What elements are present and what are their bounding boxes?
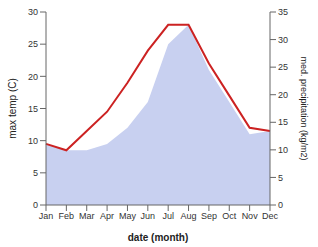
svg-text:20: 20 — [278, 90, 288, 100]
svg-text:Aug: Aug — [181, 211, 197, 221]
svg-text:10: 10 — [278, 145, 288, 155]
svg-text:Feb: Feb — [59, 211, 75, 221]
svg-text:5: 5 — [33, 168, 38, 178]
svg-text:15: 15 — [28, 104, 38, 114]
svg-text:5: 5 — [278, 173, 283, 183]
svg-text:max temp (C): max temp (C) — [8, 78, 18, 139]
svg-text:30: 30 — [278, 35, 288, 45]
svg-text:Sep: Sep — [201, 211, 217, 221]
svg-text:0: 0 — [278, 200, 283, 210]
svg-text:0: 0 — [33, 200, 38, 210]
svg-text:Jul: Jul — [162, 211, 174, 221]
svg-text:25: 25 — [28, 39, 38, 49]
svg-text:Jan: Jan — [39, 211, 54, 221]
svg-text:Mar: Mar — [79, 211, 95, 221]
svg-text:10: 10 — [28, 136, 38, 146]
svg-text:20: 20 — [28, 72, 38, 82]
svg-text:25: 25 — [278, 62, 288, 72]
svg-text:Dec: Dec — [262, 211, 279, 221]
svg-text:Jun: Jun — [141, 211, 156, 221]
svg-text:Oct: Oct — [222, 211, 237, 221]
svg-text:Nov: Nov — [242, 211, 259, 221]
svg-text:30: 30 — [28, 7, 38, 17]
svg-text:May: May — [119, 211, 137, 221]
svg-text:15: 15 — [278, 117, 288, 127]
svg-text:Apr: Apr — [100, 211, 114, 221]
svg-text:35: 35 — [278, 7, 288, 17]
svg-text:med. precipitation (kg/m2): med. precipitation (kg/m2) — [299, 56, 309, 160]
svg-text:date (month): date (month) — [128, 232, 189, 243]
